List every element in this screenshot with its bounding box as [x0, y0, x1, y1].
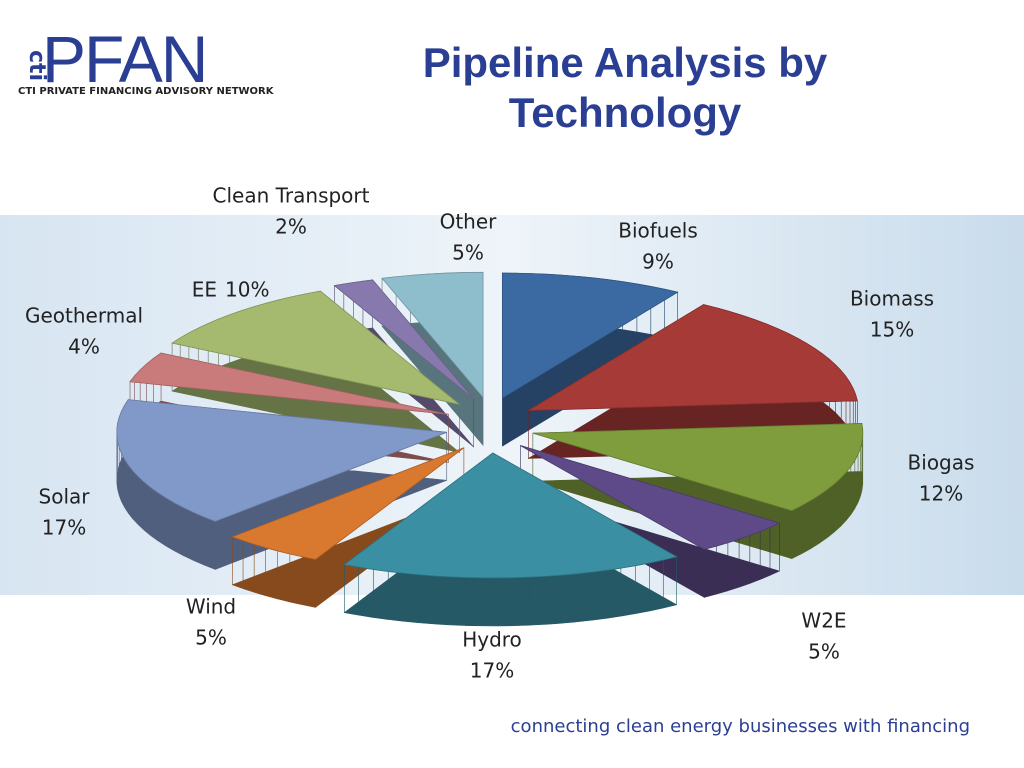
slice [116, 399, 447, 522]
slice-group [343, 452, 678, 627]
slice-value-label: 5% [808, 640, 840, 664]
slice [520, 445, 781, 550]
slice-label: Wind [186, 595, 236, 619]
slice-side [344, 452, 677, 627]
slice-label: Solar [39, 485, 91, 509]
slice-label: Biomass [850, 287, 934, 311]
slice-group [231, 447, 465, 608]
slice-value-label: 2% [275, 215, 307, 239]
slice [501, 272, 679, 399]
slice-value-label: 17% [470, 659, 514, 683]
slice-value-label: 5% [452, 241, 484, 265]
slice-value-label: 15% [870, 318, 914, 342]
slice-group [526, 304, 858, 460]
slice-label: Biofuels [618, 219, 698, 243]
slice [333, 279, 474, 400]
slice-label: Hydro [462, 628, 522, 652]
slice-label: W2E [801, 609, 846, 633]
slice [231, 447, 465, 560]
slice-value-label: 17% [42, 516, 86, 540]
slice-label: Clean Transport [213, 184, 370, 208]
slice [381, 271, 484, 399]
slice [532, 423, 864, 512]
logo-tagline: CTI PRIVATE FINANCING ADVISORY NETWORK [18, 86, 275, 97]
logo: cti PFAN CTI PRIVATE FINANCING ADVISORY … [18, 22, 275, 97]
slice [526, 304, 858, 411]
logo-side: cti [24, 50, 49, 81]
slice-label: Geothermal [25, 304, 143, 328]
slice [129, 352, 449, 415]
slice-value-label: 12% [919, 482, 963, 506]
slice-group [171, 290, 460, 454]
slice-value-label: 4% [68, 335, 100, 359]
slice-value-label: 5% [195, 626, 227, 650]
slice-value-label: 10% [225, 278, 269, 302]
slice [343, 452, 678, 579]
chart-title: Pipeline Analysis by Technology [422, 39, 828, 136]
slice-group [116, 398, 448, 570]
logo-letters: PFAN [42, 22, 206, 96]
slice-label: Biogas [908, 451, 975, 475]
footer: connecting clean energy businesses with … [510, 716, 970, 737]
slice-value-label: 9% [642, 250, 674, 274]
slice-label: Other [440, 210, 498, 234]
slice-label: EE [192, 278, 217, 302]
slice [171, 290, 460, 405]
slice-group [532, 423, 864, 560]
